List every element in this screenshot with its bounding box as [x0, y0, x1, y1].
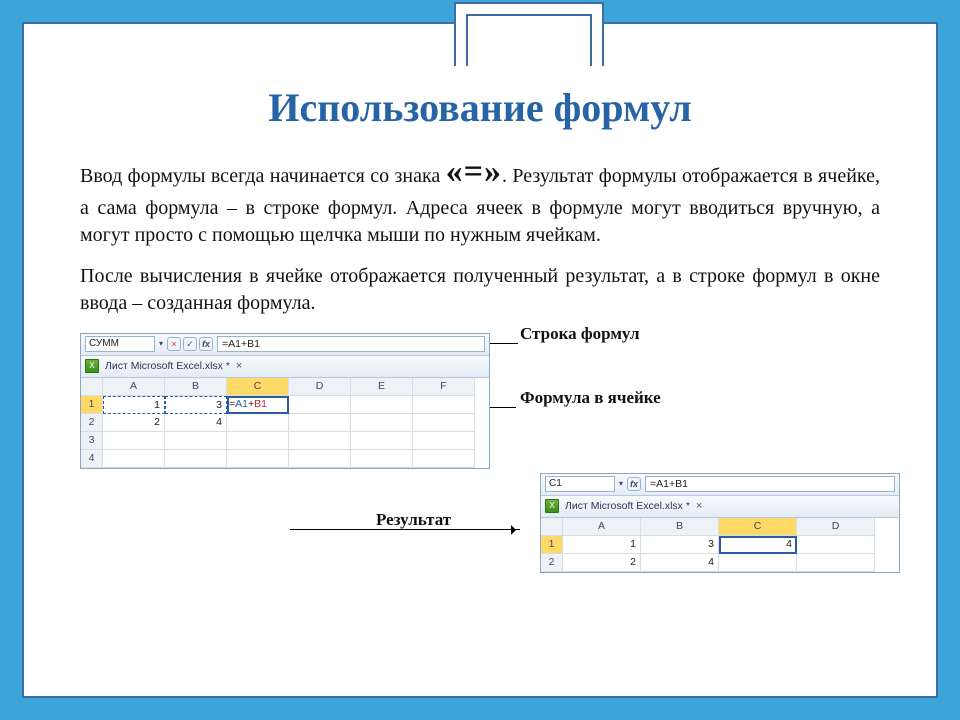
rowhead2-1[interactable]: 1: [541, 536, 563, 554]
formula-bar-buttons: × ✓ fx: [167, 337, 213, 351]
sheet-tab-name-2[interactable]: Лист Microsoft Excel.xlsx *: [565, 499, 690, 513]
cell-b1[interactable]: 3: [165, 396, 227, 414]
cell-a3[interactable]: [103, 432, 165, 450]
excel-file-icon: X: [85, 359, 99, 373]
cell-a4[interactable]: [103, 450, 165, 468]
grid2-header: A B C D: [541, 518, 899, 536]
row-1: 1 1 3 =A1+B1: [81, 396, 489, 414]
cell-d1[interactable]: [289, 396, 351, 414]
name-box-2[interactable]: C1: [545, 476, 615, 492]
excel-result: C1 ▾ fx =A1+B1 X Лист Microsoft Excel.xl…: [540, 473, 900, 573]
row-3: 3: [81, 432, 489, 450]
sheet-tab-name[interactable]: Лист Microsoft Excel.xlsx *: [105, 359, 230, 373]
select-all-corner[interactable]: [81, 378, 103, 396]
cell-b4[interactable]: [165, 450, 227, 468]
cell2-d1[interactable]: [797, 536, 875, 554]
cell-f1[interactable]: [413, 396, 475, 414]
fx-button-2[interactable]: fx: [627, 477, 641, 491]
ref-b1: B1: [254, 398, 267, 410]
excel-file-icon-2: X: [545, 499, 559, 513]
cell2-b2[interactable]: 4: [641, 554, 719, 572]
cell-f4[interactable]: [413, 450, 475, 468]
formula-bar-input-2[interactable]: =A1+B1: [645, 476, 895, 492]
slide-frame: Использование формул Ввод формулы всегда…: [22, 22, 938, 698]
namebox-dropdown-icon-2[interactable]: ▾: [619, 479, 623, 490]
cell-e2[interactable]: [351, 414, 413, 432]
grid2-row1: 1 1 3 4: [541, 536, 899, 554]
rowhead2-2[interactable]: 2: [541, 554, 563, 572]
cell-c3[interactable]: [227, 432, 289, 450]
label-formula-bar: Строка формул: [520, 323, 640, 346]
decorative-tab: [454, 2, 604, 66]
figure-area: Строка формул Формула в ячейке Результат…: [80, 325, 880, 565]
row-4: 4: [81, 450, 489, 468]
col-b[interactable]: B: [165, 378, 227, 396]
cell-a2[interactable]: 2: [103, 414, 165, 432]
formula-bar-buttons-2: fx: [627, 477, 641, 491]
rowhead-4[interactable]: 4: [81, 450, 103, 468]
slide-title: Использование формул: [24, 84, 936, 131]
col2-a[interactable]: A: [563, 518, 641, 536]
fx-button[interactable]: fx: [199, 337, 213, 351]
col2-c[interactable]: C: [719, 518, 797, 536]
col-d[interactable]: D: [289, 378, 351, 396]
cell-d4[interactable]: [289, 450, 351, 468]
cell-e1[interactable]: [351, 396, 413, 414]
col-a[interactable]: A: [103, 378, 165, 396]
cell2-a1[interactable]: 1: [563, 536, 641, 554]
formula-bar: СУММ ▾ × ✓ fx =A1+B1: [81, 334, 489, 356]
col-f[interactable]: F: [413, 378, 475, 396]
arrow-to-result: [290, 529, 520, 530]
cell-c2[interactable]: [227, 414, 289, 432]
cell-e4[interactable]: [351, 450, 413, 468]
rowhead-3[interactable]: 3: [81, 432, 103, 450]
grid-header-row: A B C D E F: [81, 378, 489, 396]
cell-e3[interactable]: [351, 432, 413, 450]
cell-f2[interactable]: [413, 414, 475, 432]
cell-d2[interactable]: [289, 414, 351, 432]
col2-b[interactable]: B: [641, 518, 719, 536]
slide-body: Ввод формулы всегда начинается со знака …: [24, 131, 936, 565]
close-tab-icon-2[interactable]: ×: [696, 499, 702, 514]
cell-b2[interactable]: 4: [165, 414, 227, 432]
paragraph-2: После вычисления в ячейке отображается п…: [80, 263, 880, 317]
cell-d3[interactable]: [289, 432, 351, 450]
formula-bar-2: C1 ▾ fx =A1+B1: [541, 474, 899, 496]
grid-2: A B C D 1 1 3 4 2 2 4: [541, 518, 899, 572]
formula-bar-input[interactable]: =A1+B1: [217, 336, 485, 352]
tab-bar-2: X Лист Microsoft Excel.xlsx * ×: [541, 496, 899, 518]
col-c[interactable]: C: [227, 378, 289, 396]
rowhead-2[interactable]: 2: [81, 414, 103, 432]
excel-editing: СУММ ▾ × ✓ fx =A1+B1 X Лист Microsoft Ex…: [80, 333, 490, 469]
paragraph-1: Ввод формулы всегда начинается со знака …: [80, 149, 880, 249]
rowhead-1[interactable]: 1: [81, 396, 103, 414]
enter-button[interactable]: ✓: [183, 337, 197, 351]
close-tab-icon[interactable]: ×: [236, 359, 242, 374]
cell-f3[interactable]: [413, 432, 475, 450]
cell-c4[interactable]: [227, 450, 289, 468]
cell2-b1[interactable]: 3: [641, 536, 719, 554]
select-all-corner-2[interactable]: [541, 518, 563, 536]
cell-c1-editing[interactable]: =A1+B1: [227, 396, 289, 414]
cell2-d2[interactable]: [797, 554, 875, 572]
cell2-c2[interactable]: [719, 554, 797, 572]
row-2: 2 2 4: [81, 414, 489, 432]
para1-a: Ввод формулы всегда начинается со знака: [80, 165, 446, 187]
cell-a1[interactable]: 1: [103, 396, 165, 414]
namebox-dropdown-icon[interactable]: ▾: [159, 339, 163, 350]
cell2-a2[interactable]: 2: [563, 554, 641, 572]
cancel-button[interactable]: ×: [167, 337, 181, 351]
col-e[interactable]: E: [351, 378, 413, 396]
cell-b3[interactable]: [165, 432, 227, 450]
ref-a1: A1: [235, 398, 248, 410]
cell2-c1-result[interactable]: 4: [719, 536, 797, 554]
equals-sign: «=»: [446, 153, 502, 190]
name-box[interactable]: СУММ: [85, 336, 155, 352]
label-formula-cell: Формула в ячейке: [520, 387, 661, 410]
tab-bar: X Лист Microsoft Excel.xlsx * ×: [81, 356, 489, 378]
grid-1: A B C D E F 1 1 3 =A1+B1: [81, 378, 489, 468]
col2-d[interactable]: D: [797, 518, 875, 536]
decorative-tab-inner: [466, 14, 592, 66]
grid2-row2: 2 2 4: [541, 554, 899, 572]
